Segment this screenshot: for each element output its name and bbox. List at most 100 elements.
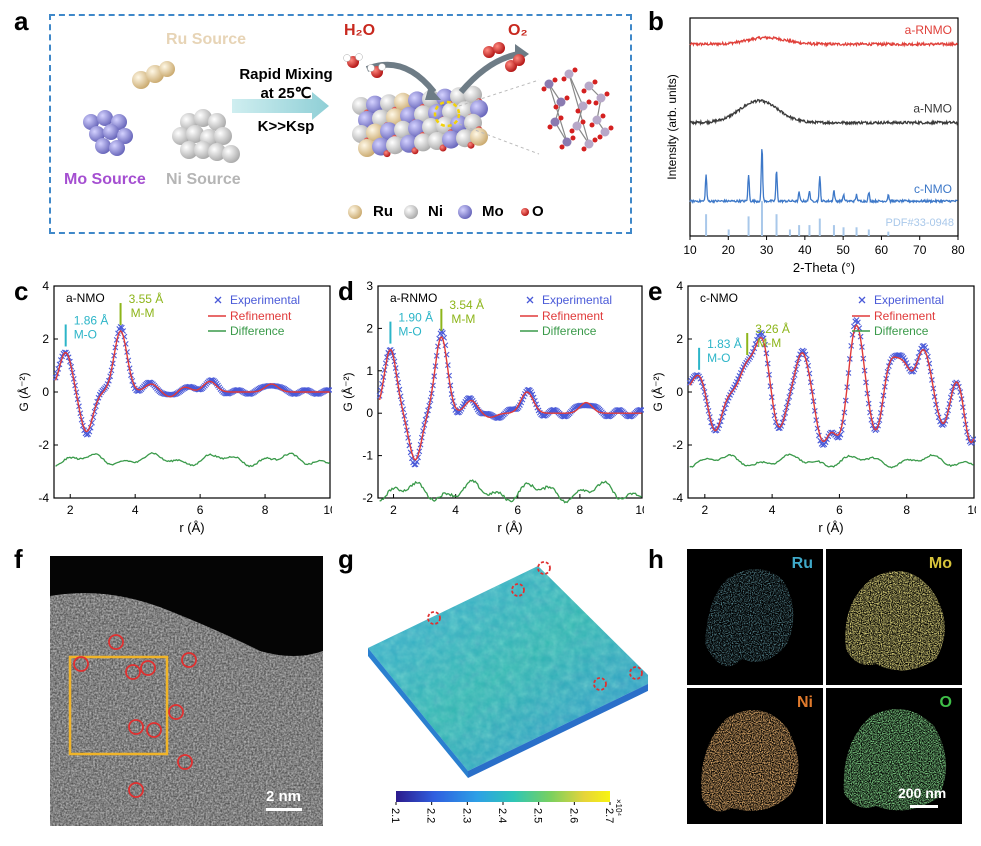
difference-line bbox=[689, 453, 974, 469]
colorbar-ticks: 2.1 2.2 2.3 2.4 2.5 2.6 2.7 bbox=[389, 802, 615, 823]
series-line bbox=[689, 149, 958, 205]
x-tick-label: 8 bbox=[577, 503, 584, 517]
h2o-label: H₂O bbox=[344, 22, 376, 39]
ru-source-atoms bbox=[132, 61, 175, 89]
series-label: c-NMO bbox=[914, 182, 952, 196]
difference-line bbox=[55, 451, 331, 468]
mo-source-label: Mo Source bbox=[64, 171, 146, 188]
x-tick-label: 10 bbox=[323, 503, 332, 517]
sample-label: a-NMO bbox=[66, 291, 105, 305]
colorbar-tick-label: 2.3 bbox=[460, 808, 472, 823]
intensity-surface: 2.1 2.2 2.3 2.4 2.5 2.6 2.7 ×10⁴ bbox=[368, 561, 648, 823]
experimental-point bbox=[637, 406, 644, 413]
single-atom-markers bbox=[73, 634, 197, 798]
colorbar-tick-label: 2.5 bbox=[532, 808, 544, 823]
haadf-image bbox=[50, 556, 323, 826]
y-tick-label: -4 bbox=[38, 491, 49, 505]
legend-o: O bbox=[532, 203, 544, 220]
panel-label-h: h bbox=[648, 544, 664, 574]
oxygen-arrow bbox=[458, 51, 520, 94]
x-tick-label: 70 bbox=[913, 243, 927, 257]
experimental-point bbox=[855, 319, 861, 326]
x-tick-label: 40 bbox=[798, 243, 812, 257]
y-tick-label: -1 bbox=[362, 449, 373, 463]
annotation-distance: 1.83 Å bbox=[707, 336, 742, 351]
x-tick-label: 4 bbox=[132, 503, 139, 517]
panel-label-d: d bbox=[338, 276, 354, 306]
annotation-bond: M-O bbox=[74, 327, 97, 341]
y-tick-label: 2 bbox=[676, 332, 683, 346]
panel-label-g: g bbox=[338, 544, 354, 574]
eds-o-label: O bbox=[939, 694, 952, 711]
y-tick-label: 2 bbox=[42, 332, 49, 346]
y-tick-label: 0 bbox=[676, 385, 683, 399]
pdf-chart-a-nmo: 2 4 6 8 10 -4 -2 0 2 4 r (Å) G (Å⁻²) a-NMO Experiment… bbox=[16, 279, 332, 535]
mixing-line-2: at 25℃ bbox=[260, 85, 312, 102]
xrd-chart: 10 20 30 40 50 60 70 80 2-Theta (°) Intensity (ar… bbox=[665, 17, 965, 274]
colorbar-exponent: ×10⁴ bbox=[614, 799, 623, 817]
x-tick-label: 10 bbox=[635, 503, 644, 517]
refinement-line bbox=[378, 336, 642, 461]
legend-experimental: Experimental bbox=[874, 293, 944, 307]
legend-marker-experimental bbox=[526, 296, 534, 304]
water-molecules bbox=[343, 53, 386, 78]
x-tick-label: 2 bbox=[390, 503, 397, 517]
oxygen-molecules bbox=[483, 42, 525, 72]
legend-marker-experimental bbox=[858, 296, 866, 304]
y-axis-label: G (Å⁻²) bbox=[340, 373, 355, 412]
panel-label-e: e bbox=[648, 276, 663, 306]
legend-marker-experimental bbox=[214, 296, 222, 304]
colorbar-tick-label: 2.7 bbox=[603, 808, 615, 823]
experimental-point bbox=[903, 360, 910, 366]
plot-frame bbox=[377, 285, 643, 499]
eds-map-mo: Mo bbox=[826, 549, 962, 685]
colorbar bbox=[396, 791, 610, 802]
annotation-distance: 1.86 Å bbox=[74, 312, 109, 327]
pdf-chart-a-rnmo: 2 4 6 8 10 -2 -1 0 1 2 3 r (Å) G (Å⁻²) a-RNMO Experime… bbox=[340, 279, 644, 535]
x-tick-label: 2 bbox=[701, 503, 708, 517]
annotation-distance: 3.26 Å bbox=[755, 321, 790, 336]
experimental-point bbox=[802, 351, 809, 358]
annotation-bond: M-M bbox=[451, 312, 475, 326]
x-tick-label: 8 bbox=[262, 503, 269, 517]
panel-label-f: f bbox=[14, 544, 23, 574]
surface-markers bbox=[427, 561, 643, 691]
series-line bbox=[689, 35, 959, 48]
x-tick-label: 6 bbox=[514, 503, 521, 517]
x-tick-label: 4 bbox=[452, 503, 459, 517]
x-tick-label: 6 bbox=[836, 503, 843, 517]
refinement-line bbox=[689, 324, 975, 444]
mo-source-atoms bbox=[83, 110, 133, 156]
annotation-bond: M-M bbox=[131, 306, 155, 320]
legend-ni: Ni bbox=[428, 203, 443, 220]
experimental-point bbox=[638, 407, 644, 413]
series-label: a-RNMO bbox=[905, 23, 952, 37]
colorbar-tick-label: 2.4 bbox=[496, 808, 508, 823]
annotation-bond: M-O bbox=[398, 325, 421, 339]
x-tick-label: 2 bbox=[67, 503, 74, 517]
y-tick-label: 4 bbox=[676, 279, 683, 293]
legend-difference: Difference bbox=[874, 324, 929, 338]
x-tick-label: 20 bbox=[722, 243, 736, 257]
ksp-condition: K>>Ksp bbox=[257, 118, 315, 135]
legend-experimental: Experimental bbox=[542, 293, 612, 307]
experimental-point bbox=[922, 344, 929, 351]
x-axis-label: r (Å) bbox=[818, 520, 843, 535]
annotation-distance: 3.55 Å bbox=[129, 291, 164, 306]
legend-mo: Mo bbox=[482, 203, 504, 220]
x-tick-label: 50 bbox=[836, 243, 850, 257]
y-tick-label: 2 bbox=[366, 321, 373, 335]
scale-label-h: 200 nm bbox=[898, 785, 947, 801]
eds-ru-label: Ru bbox=[791, 555, 813, 572]
x-tick-label: 30 bbox=[760, 243, 774, 257]
local-structure-model bbox=[541, 67, 614, 152]
active-site-circle bbox=[433, 100, 461, 128]
y-tick-label: -2 bbox=[362, 491, 373, 505]
zoom-region-box bbox=[68, 655, 169, 756]
mixed-atom-cluster bbox=[352, 85, 488, 158]
mixing-condition: Rapid Mixing at 25℃ bbox=[231, 65, 341, 103]
x-tick-label: 4 bbox=[769, 503, 776, 517]
ru-source-label: Ru Source bbox=[166, 31, 247, 48]
eds-ni-label: Ni bbox=[797, 694, 813, 711]
experimental-point bbox=[440, 330, 446, 336]
